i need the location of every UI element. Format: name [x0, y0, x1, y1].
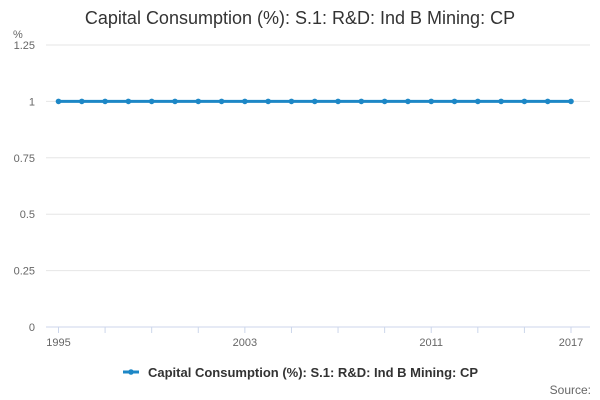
series-marker[interactable]: [358, 98, 365, 105]
series-marker[interactable]: [475, 98, 481, 105]
x-axis-label: 1995: [46, 337, 70, 349]
x-axis-label: 2017: [559, 337, 583, 349]
y-axis-label: 0.75: [14, 153, 35, 165]
series-marker[interactable]: [78, 98, 85, 105]
chart-title: Capital Consumption (%): S.1: R&D: Ind B…: [84, 8, 516, 28]
series-marker[interactable]: [195, 98, 202, 105]
x-axis-label: 2003: [233, 337, 257, 349]
series-marker[interactable]: [125, 98, 132, 105]
y-axis-label: 0.25: [14, 266, 35, 278]
series-marker[interactable]: [218, 98, 225, 105]
y-axis-label: 0.5: [20, 209, 35, 221]
legend-line-marker-icon: [122, 369, 139, 375]
series-marker[interactable]: [428, 98, 435, 105]
series-marker[interactable]: [451, 98, 458, 105]
series-marker[interactable]: [242, 98, 248, 105]
series-marker[interactable]: [568, 98, 574, 105]
series-marker[interactable]: [102, 98, 108, 105]
series-marker[interactable]: [544, 98, 551, 105]
plot-area: 0 0.25 0.5 0.75 1 1.25 1995 2003 2011 2017: [14, 40, 590, 349]
source-label: Source:: [549, 383, 591, 397]
series-marker[interactable]: [381, 98, 388, 105]
series-marker[interactable]: [311, 98, 318, 105]
series-marker[interactable]: [288, 98, 295, 105]
series-marker[interactable]: [521, 98, 528, 105]
y-axis-unit-label: %: [13, 29, 23, 41]
series-marker[interactable]: [498, 98, 504, 105]
series-marker[interactable]: [148, 98, 155, 105]
legend-label: Capital Consumption (%): S.1: R&D: Ind B…: [147, 364, 479, 380]
y-axis-label: 0: [29, 322, 35, 334]
y-axis-label: 1.25: [14, 40, 35, 52]
series-marker[interactable]: [335, 98, 341, 105]
legend-item[interactable]: Capital Consumption (%): S.1: R&D: Ind B…: [0, 363, 600, 381]
series-marker[interactable]: [405, 98, 411, 105]
series-marker[interactable]: [55, 98, 62, 105]
series-marker[interactable]: [172, 98, 178, 105]
x-axis-label: 2011: [419, 337, 443, 349]
series-marker[interactable]: [265, 98, 271, 105]
y-axis-label: 1: [29, 96, 35, 108]
